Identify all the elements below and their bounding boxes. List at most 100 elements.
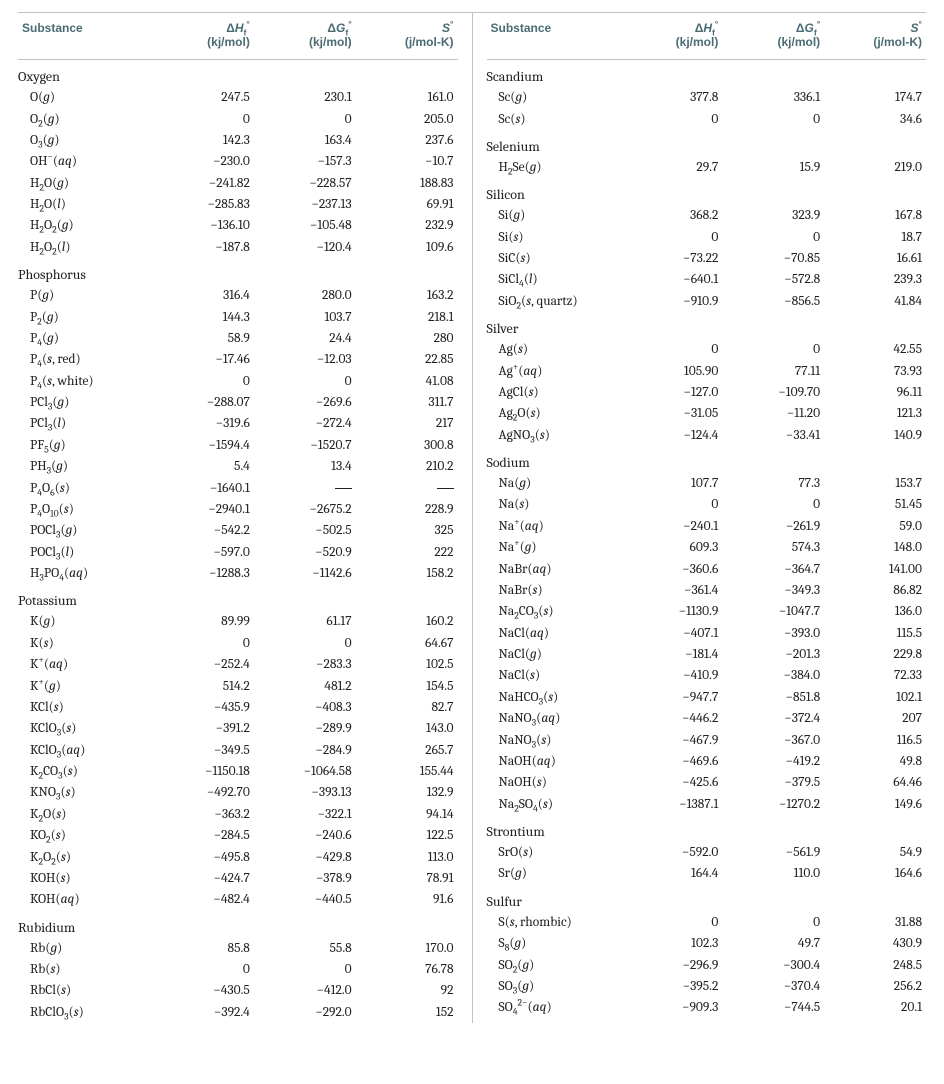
substance-cell: NaCl(aq) — [487, 623, 621, 644]
table-row: KO2(s)284.5240.6122.5 — [18, 825, 458, 846]
dh-cell: 640.1 — [621, 269, 723, 290]
dh-cell: 5.4 — [152, 456, 254, 477]
dh-cell: 395.2 — [621, 976, 723, 997]
table-row: P4(s, red)17.4612.0322.85 — [18, 349, 458, 370]
dh-cell: 0 — [621, 227, 723, 248]
dg-cell: 300.4 — [722, 954, 824, 975]
dh-cell: 296.9 — [621, 954, 723, 975]
substance-cell: KOH(aq) — [18, 889, 152, 910]
substance-cell: O2(g) — [18, 108, 152, 129]
dh-cell: 467.9 — [621, 729, 723, 750]
substance-cell: SiC(s) — [487, 248, 621, 269]
dh-cell: 435.9 — [152, 697, 254, 718]
right-column: Substance ΔHf° (kj/mol) ΔGf° (kj/mol) S°… — [473, 12, 927, 1023]
dh-cell: 247.5 — [152, 87, 254, 108]
dh-cell: 73.22 — [621, 248, 723, 269]
table-row: POCl3(g)542.2502.5325 — [18, 520, 458, 541]
substance-cell: K(g) — [18, 611, 152, 632]
table-row: PCl3(l)319.6272.4217 — [18, 413, 458, 434]
dh-cell: 89.99 — [152, 611, 254, 632]
table-row: Ag2O(s)31.0511.20121.3 — [487, 403, 927, 424]
s-cell: 232.9 — [356, 215, 458, 236]
dh-cell: 368.2 — [621, 205, 723, 226]
dh-cell: 910.9 — [621, 291, 723, 312]
col-dg: ΔGf° (kj/mol) — [722, 13, 824, 60]
dh-cell: 17.46 — [152, 349, 254, 370]
substance-cell: S8(g) — [487, 933, 621, 954]
table-row: NaCl(g)181.4201.3229.8 — [487, 644, 927, 665]
table-row: Sc(g)377.8336.1174.7 — [487, 87, 927, 108]
left-column: Substance ΔHf° (kj/mol) ΔGf° (kj/mol) S°… — [18, 12, 473, 1023]
dg-cell: 11.20 — [722, 403, 824, 424]
s-cell: 22.85 — [356, 349, 458, 370]
table-row: NaNO3(s)467.9367.0116.5 — [487, 729, 927, 750]
substance-cell: Ag(s) — [487, 339, 621, 360]
table-row: SO3(g)395.2370.4256.2 — [487, 976, 927, 997]
dg-cell: 336.1 — [722, 87, 824, 108]
table-row: P(g)316.4280.0163.2 — [18, 285, 458, 306]
dg-cell: 289.9 — [254, 718, 356, 739]
dg-cell: 55.8 — [254, 938, 356, 959]
dh-cell: 85.8 — [152, 938, 254, 959]
s-cell: 20.1 — [824, 997, 926, 1018]
substance-cell: KClO3(s) — [18, 718, 152, 739]
s-cell: 148.0 — [824, 537, 926, 558]
dh-cell: 1288.3 — [152, 563, 254, 584]
table-row: Sc(s)0034.6 — [487, 108, 927, 129]
dg-cell: 0 — [722, 227, 824, 248]
table-row: H3PO4(aq)1288.31142.6158.2 — [18, 563, 458, 584]
dg-cell: 856.5 — [722, 291, 824, 312]
left-table: Substance ΔHf° (kj/mol) ΔGf° (kj/mol) S°… — [18, 13, 458, 1023]
table-row: S8(g)102.349.7430.9 — [487, 933, 927, 954]
dg-cell: 13.4 — [254, 456, 356, 477]
table-row: K2O2(s)495.8429.8113.0 — [18, 846, 458, 867]
table-row: NaBr(s)361.4349.386.82 — [487, 580, 927, 601]
s-cell: 122.5 — [356, 825, 458, 846]
substance-cell: OH−(aq) — [18, 151, 152, 172]
s-cell: 222 — [356, 542, 458, 563]
s-cell: 121.3 — [824, 403, 926, 424]
dg-cell: 572.8 — [722, 269, 824, 290]
table-row: H2O(l)285.83237.1369.91 — [18, 194, 458, 215]
substance-cell: P4O6(s) — [18, 477, 152, 498]
dg-cell: 0 — [254, 959, 356, 980]
dh-cell: 0 — [152, 633, 254, 654]
table-row: H2O(g)241.82228.57188.83 — [18, 173, 458, 194]
dg-cell: 237.13 — [254, 194, 356, 215]
dg-cell: 393.0 — [722, 623, 824, 644]
s-cell: 69.91 — [356, 194, 458, 215]
s-cell: 59.0 — [824, 516, 926, 537]
substance-cell: K2O(s) — [18, 804, 152, 825]
dh-cell: 482.4 — [152, 889, 254, 910]
substance-cell: NaOH(aq) — [487, 751, 621, 772]
s-cell: 113.0 — [356, 846, 458, 867]
s-cell: 210.2 — [356, 456, 458, 477]
section-heading: Sodium — [487, 446, 927, 473]
substance-cell: Sc(g) — [487, 87, 621, 108]
dg-cell: 378.9 — [254, 868, 356, 889]
dh-cell: 592.0 — [621, 842, 723, 863]
dg-cell: 33.41 — [722, 425, 824, 446]
substance-cell: H2Se(g) — [487, 157, 621, 178]
s-cell: 41.84 — [824, 291, 926, 312]
dh-cell: 609.3 — [621, 537, 723, 558]
dg-cell: 12.03 — [254, 349, 356, 370]
substance-cell: Sr(g) — [487, 863, 621, 884]
s-cell: 102.5 — [356, 654, 458, 675]
section-heading: Scandium — [487, 60, 927, 88]
dg-cell: 283.3 — [254, 654, 356, 675]
table-row: NaNO3(aq)446.2372.4207 — [487, 708, 927, 729]
substance-cell: O(g) — [18, 87, 152, 108]
col-s: S° (j/mol-K) — [356, 13, 458, 60]
dg-cell: 201.3 — [722, 644, 824, 665]
s-cell: 149.6 — [824, 794, 926, 815]
dg-cell: 240.6 — [254, 825, 356, 846]
section-heading: Rubidium — [18, 911, 458, 938]
dh-cell: 319.6 — [152, 413, 254, 434]
dg-cell: 1064.58 — [254, 761, 356, 782]
substance-cell: P4(s, red) — [18, 349, 152, 370]
dh-cell: 31.05 — [621, 403, 723, 424]
substance-cell: Ag2O(s) — [487, 403, 621, 424]
s-cell: 430.9 — [824, 933, 926, 954]
s-cell: 164.6 — [824, 863, 926, 884]
